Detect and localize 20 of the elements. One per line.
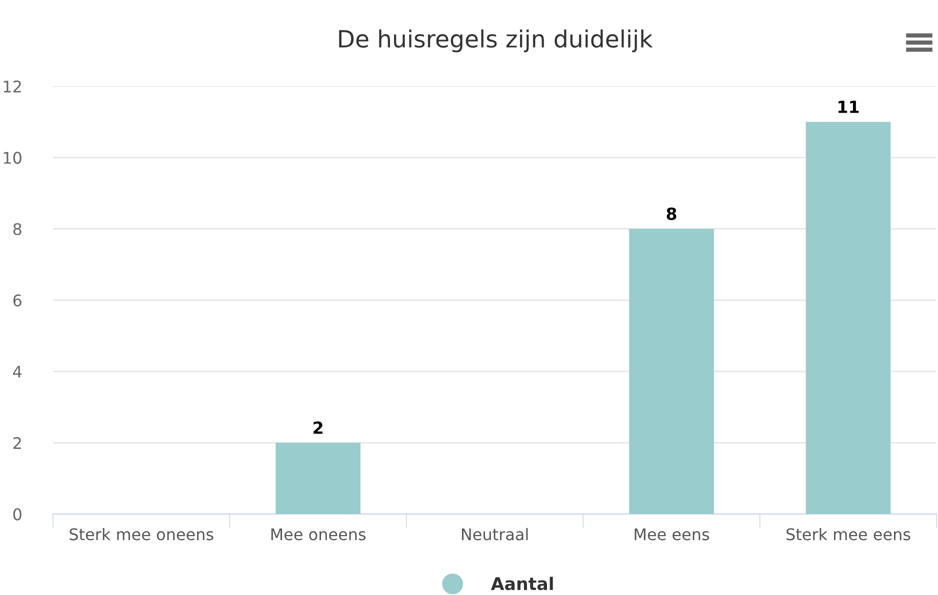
bar [276, 442, 360, 514]
chart-title: De huisregels zijn duidelijk [339, 29, 653, 52]
y-tick-label: 4 [13, 366, 22, 378]
x-tick-label: Sterk mee eens [786, 528, 910, 540]
legend-label: Aantal [490, 576, 553, 590]
y-tick-label: 0 [13, 508, 22, 520]
x-tick-label: Neutraal [462, 528, 528, 540]
x-tick-label: Sterk mee oneens [70, 528, 214, 540]
bar [629, 228, 714, 514]
y-tick-label: 12 [4, 80, 21, 92]
x-tick-label: Mee oneens [271, 528, 366, 540]
data-label: 11 [838, 100, 859, 113]
bar [806, 122, 891, 514]
data-label: 2 [314, 421, 322, 434]
y-tick-label: 6 [13, 294, 22, 306]
x-tick-label: Mee eens [634, 528, 710, 540]
y-tick-label: 10 [4, 152, 22, 164]
y-tick-label: 2 [13, 436, 21, 449]
data-label: 8 [666, 207, 676, 220]
y-tick-label: 8 [13, 223, 22, 236]
